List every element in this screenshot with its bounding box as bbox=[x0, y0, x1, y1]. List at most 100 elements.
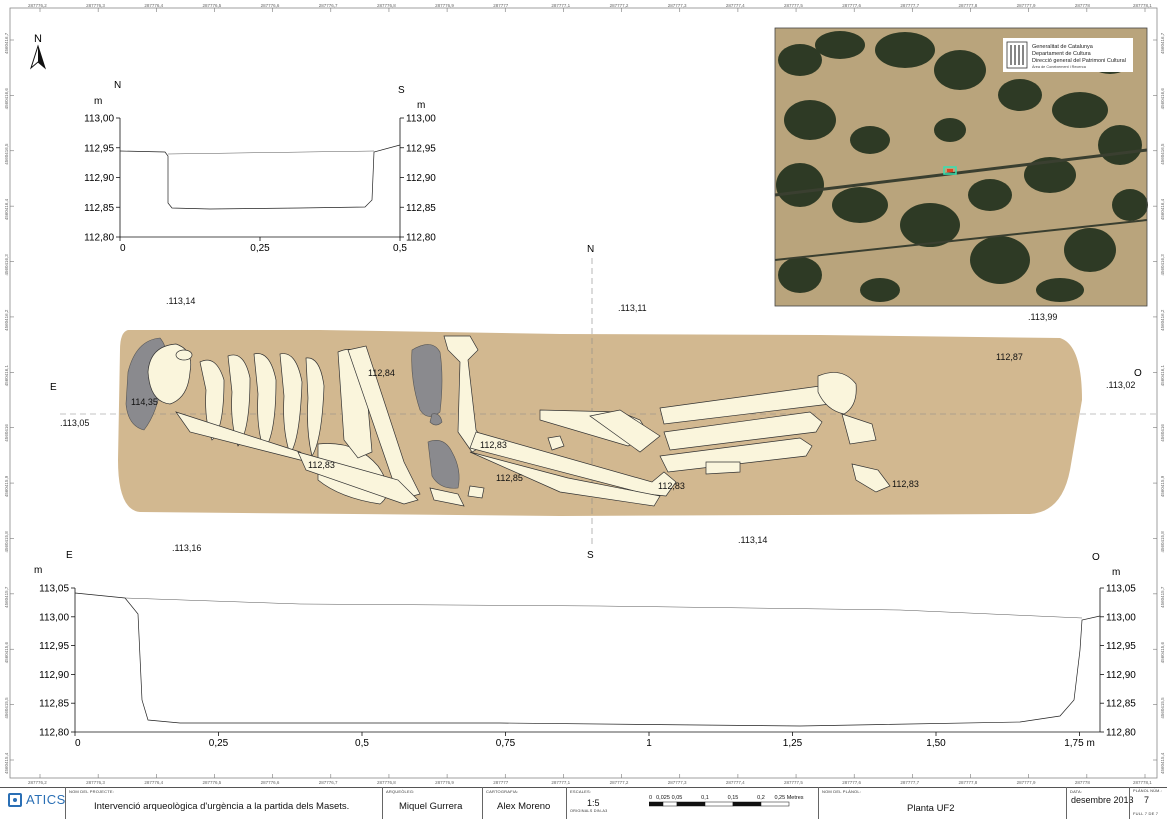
burial-plan: N S E O .113,14 .113,11 .113,99 112,87 1… bbox=[50, 244, 1160, 561]
x-tick-label: 1,50 bbox=[926, 738, 946, 749]
frame-tick-label: 287777,5 bbox=[784, 780, 803, 785]
y-tick-label: 113,00 bbox=[39, 612, 69, 623]
elevation-label: 112,83 bbox=[892, 479, 919, 489]
frame-tick-label: 4560415,6 bbox=[1160, 641, 1165, 663]
elevation-label: 112,83 bbox=[658, 481, 685, 491]
frame-tick-label: 287778,1 bbox=[1133, 780, 1152, 785]
frame-tick-label: 287777,8 bbox=[959, 3, 978, 8]
frame-tick-label: 287777,7 bbox=[900, 780, 919, 785]
cartography-cell: CARTOGRAFIA: Alex Moreno bbox=[482, 787, 566, 819]
frame-tick-label: 4560415,6 bbox=[4, 641, 9, 663]
frame-tick-label: 287777,6 bbox=[842, 780, 861, 785]
frame-tick-label: 4560416,2 bbox=[4, 309, 9, 331]
frame-tick-label: 287777,4 bbox=[726, 780, 745, 785]
frame-tick-label: 4560416 bbox=[4, 424, 9, 442]
x-tick-label: 1 bbox=[646, 738, 652, 749]
y-tick-label: 112,80 bbox=[84, 233, 114, 244]
y-tick-label: 112,80 bbox=[1106, 728, 1136, 739]
elevation-label: .113,05 bbox=[60, 418, 89, 428]
x-tick-label: 0,25 bbox=[250, 243, 270, 254]
frame-tick-label: 287777,2 bbox=[610, 3, 629, 8]
section-n-s: N S m m 113,00 113,00 112,95 112,95 112,90 11… bbox=[84, 80, 436, 254]
y-tick-label: 112,80 bbox=[406, 233, 436, 244]
frame-tick-label: 287776,6 bbox=[261, 780, 280, 785]
y-tick-label: 112,80 bbox=[39, 728, 69, 739]
frame-tick-label: 4560415,8 bbox=[4, 531, 9, 553]
y-tick-label: 112,85 bbox=[406, 203, 436, 214]
cartography-head: CARTOGRAFIA: bbox=[486, 789, 519, 794]
frame-tick-label: 287776,2 bbox=[28, 780, 47, 785]
scale-value: 1:5 bbox=[587, 798, 600, 808]
frame-tick-label: 287777,7 bbox=[900, 3, 919, 8]
plan-number-cell: PLÀNOL NÚM.: 7 FULL 7 DE 7 bbox=[1129, 787, 1167, 819]
x-tick-label: 0 bbox=[75, 738, 81, 749]
elevation-label: .113,02 bbox=[1106, 380, 1135, 390]
section-eo-left-dir: E bbox=[66, 550, 73, 561]
elevation-label: .113,14 bbox=[738, 535, 767, 545]
frame-tick-label: 287776,9 bbox=[435, 780, 454, 785]
north-arrow-icon: N bbox=[29, 33, 47, 70]
project-name: Intervenció arqueològica d'urgència a la… bbox=[94, 801, 350, 812]
frame-tick-label: 287777,6 bbox=[842, 3, 861, 8]
elevation-label: 112,84 bbox=[368, 368, 395, 378]
elevation-label: .113,11 bbox=[618, 303, 647, 313]
frame-tick-label: 4560416,2 bbox=[1160, 309, 1165, 331]
frame-tick-label: 287777,2 bbox=[610, 780, 629, 785]
atics-logo-icon bbox=[8, 792, 22, 807]
y-tick-label: 112,95 bbox=[406, 143, 436, 154]
frame-tick-label: 4560416,4 bbox=[1160, 198, 1165, 220]
elevation-label: .113,14 bbox=[166, 296, 195, 306]
north-arrow-label: N bbox=[34, 33, 42, 45]
plan-name-cell: NOM DEL PLÀNOL: Planta UF2 bbox=[818, 787, 1066, 819]
frame-ticks-right: 4560416,7 4560416,6 4560416,5 4560416,4 4560… bbox=[1153, 32, 1165, 774]
date-cell: DATA: desembre 2013 bbox=[1066, 787, 1134, 819]
frame-tick-label: 4560416,1 bbox=[1160, 365, 1165, 387]
scale-note: ORIGINALS DIN-A3 bbox=[570, 809, 608, 813]
inset-org-line-4: Àrea de Coneixement i Recerca bbox=[1032, 65, 1087, 69]
elevation-label: 112,83 bbox=[480, 440, 507, 450]
frame-tick-label: 287777,8 bbox=[959, 780, 978, 785]
frame-tick-label: 4560415,9 bbox=[1160, 475, 1165, 497]
frame-tick-label: 4560415,5 bbox=[4, 697, 9, 719]
frame-tick-label: 4560415,7 bbox=[4, 586, 9, 608]
elevation-label: 114,35 bbox=[131, 397, 158, 407]
date-head: DATA: bbox=[1070, 789, 1083, 794]
section-ns-left-dir: N bbox=[114, 80, 121, 91]
frame-tick-label: 4560416 bbox=[1160, 424, 1165, 442]
x-tick-label: 0,5 bbox=[393, 243, 407, 254]
y-tick-label: 112,85 bbox=[1106, 699, 1136, 710]
scale-bar-segment bbox=[649, 801, 664, 807]
section-eo-unit-left: m bbox=[34, 565, 42, 576]
elevation-label: .113,99 bbox=[1028, 312, 1057, 322]
scale-bar-label: 0,05 bbox=[672, 795, 683, 801]
plan-number-head: PLÀNOL NÚM.: bbox=[1133, 789, 1163, 793]
frame-tick-label: 4560415,4 bbox=[1160, 752, 1165, 774]
cartographer-name: Alex Moreno bbox=[497, 801, 551, 812]
elevation-label: 112,83 bbox=[308, 460, 335, 470]
frame-tick-label: 287778,1 bbox=[1133, 3, 1152, 8]
frame-tick-label: 4560416,4 bbox=[4, 198, 9, 220]
sheet-number: FULL 7 DE 7 bbox=[1133, 811, 1159, 816]
title-block bbox=[0, 787, 1167, 819]
frame-tick-label: 287777 bbox=[493, 780, 509, 785]
skeleton bbox=[147, 335, 891, 507]
y-tick-label: 112,90 bbox=[406, 173, 436, 184]
x-tick-label: 1,75 m bbox=[1064, 738, 1095, 749]
frame-ticks-top: 287776,2 287776,3 287776,4 287776,5 287776,6… bbox=[28, 3, 1152, 12]
frame-tick-label: 287777,3 bbox=[668, 3, 687, 8]
map-frame bbox=[9, 7, 1158, 779]
frame-tick-label: 287777 bbox=[493, 3, 509, 8]
frame-tick-label: 287776,9 bbox=[435, 3, 454, 8]
y-tick-label: 112,90 bbox=[39, 670, 69, 681]
elevation-label: .113,16 bbox=[172, 543, 201, 553]
scale-cell: ESCALES: 1:5 ORIGINALS DIN-A3 0 0,025 0,05… bbox=[566, 787, 818, 819]
section-ns-right-dir: S bbox=[398, 85, 405, 96]
scale-bar-label: 0,1 bbox=[701, 795, 709, 801]
frame-tick-label: 287777,4 bbox=[726, 3, 745, 8]
frame-tick-label: 287776,2 bbox=[28, 3, 47, 8]
scales-head: ESCALES: bbox=[570, 789, 592, 794]
section-eo-right-dir: O bbox=[1092, 552, 1100, 563]
scale-bar-segment bbox=[676, 801, 706, 807]
